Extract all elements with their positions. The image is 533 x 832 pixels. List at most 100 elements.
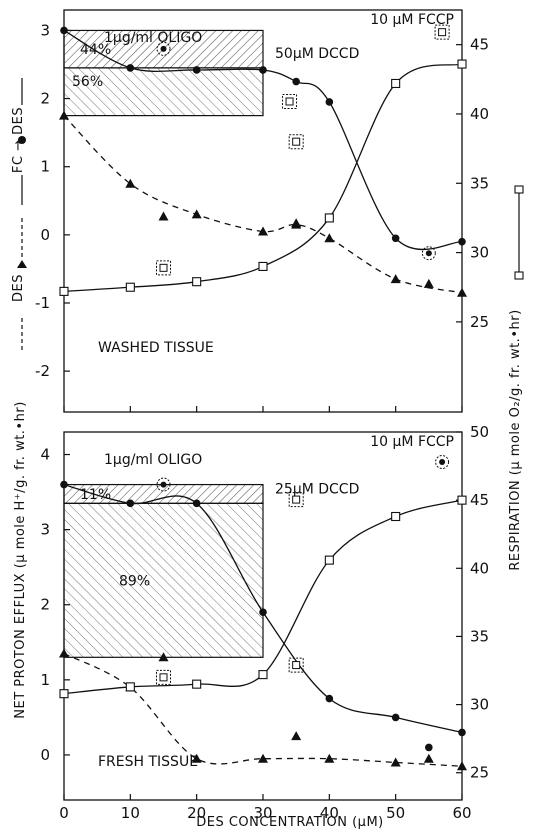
annotation-pct-upper: 11% [80,487,111,503]
treated-point [423,753,434,763]
series-0-point [126,64,135,72]
annotation-fccp: 10 µM FCCP [370,12,454,28]
series-1-point [125,178,136,188]
treated-point [288,492,304,508]
series-2-point [258,261,268,271]
treated-point-frame [156,669,171,685]
treated-point [423,278,434,288]
series-1-point [390,757,401,767]
left-tick-label: -1 [35,294,50,312]
series-1-point [258,226,268,236]
right-tick-label: 30 [470,696,489,714]
x-tick-label: 10 [121,804,140,822]
treated-point-square [292,137,301,146]
treated-point-frame [288,492,304,508]
treated-point-square [292,661,301,670]
treated-point [425,743,433,752]
treated-point-frame [288,134,304,150]
annotation-pct-lower: 56% [72,74,103,90]
treated-point [291,218,302,228]
panel-label: WASHED TISSUE [98,340,214,356]
right-axis-label-respiration: RESPIRATION (µ mole O₂/g. fr. wt.•hr) [508,309,523,570]
x-tick-label: 0 [59,804,69,822]
treated-point-square [285,97,294,106]
left-tick-label: 2 [40,90,50,108]
series-0-point [325,98,334,106]
series-1-point [191,753,202,763]
series-2-point [258,670,268,680]
series-0-point [325,694,334,703]
treated-point [421,246,436,261]
legend-fc-des-key [18,78,26,205]
series-1-point [457,761,467,771]
x-tick-label: 50 [386,804,405,822]
left-axis-label-proton: NET PROTON EFFLUX (µ mole H⁺/g. fr. wt.•… [13,401,28,719]
series-1-point [191,209,202,219]
treated-point [291,731,302,741]
series-1-point [324,233,335,243]
series-2-point [391,511,401,522]
annotation-oligo: 1µg/ml OLIGO [104,30,202,46]
treated-point-dot [160,45,167,52]
treated-point-ring [156,41,171,56]
left-tick-label: 3 [40,521,50,539]
x-axis-label: DES CONCENTRATION (µM) [196,815,383,830]
series-0-point [259,66,267,74]
panel-label: FRESH TISSUE [98,754,198,770]
left-tick-label: 0 [40,746,50,764]
treated-point-square [292,495,301,504]
series-1-point [457,287,467,297]
right-tick-label: 25 [470,764,489,782]
treated-point-dot [439,459,446,466]
x-tick-label: 40 [320,804,339,822]
left-tick-label: 1 [40,671,50,689]
series-0-point [192,66,201,74]
right-tick-label: 40 [470,105,489,123]
series-0-point [458,728,466,737]
left-axis-label-bottom: DES [11,274,26,302]
treated-point [156,260,171,276]
treated-point [435,455,450,470]
treated-point-dot [425,250,432,257]
right-tick-label: 35 [470,627,489,645]
left-tick-label: 0 [40,226,50,244]
series-2-point [192,277,202,287]
series-2-point [59,286,69,296]
treated-point-dot [160,481,167,488]
treated-point [158,652,169,662]
treated-point-square [438,28,447,37]
x-tick-label: 30 [253,804,272,822]
treated-point-ring [421,246,436,261]
right-tick-label: 40 [470,559,489,577]
series-0-point [391,713,400,722]
series-0-point [60,480,68,489]
panel-washed: 3 2 1 0 -1 -2 45 40 35 30 25 1µg/ml OLIGO 50µM DCCD 1… [35,9,489,413]
left-tick-label: 4 [40,446,50,464]
series-1-point [59,110,69,120]
series-0-point [391,234,400,243]
series-1-point [390,274,401,284]
right-tick-label: 45 [470,491,489,509]
series-2-point [59,689,69,699]
series-2-point [125,282,135,292]
treated-point-frame [282,93,298,109]
left-tick-label: 2 [40,596,50,614]
series-1-point [59,648,69,658]
series-0-point [60,26,68,35]
annotation-pct-upper: 44% [80,42,111,58]
left-tick-label: 3 [40,21,50,39]
treated-point-frame [434,24,450,40]
treated-point [288,657,304,673]
hatched-box-lower [63,67,264,117]
series-2-point [192,679,202,689]
treated-point-frame [288,657,304,673]
series-0-point [192,499,201,508]
series-0-point [458,237,466,246]
series-2-point [391,78,401,89]
series-2-point [125,682,135,692]
treated-point [158,211,169,221]
treated-point-frame [156,260,171,276]
legend-respiration-key [514,185,524,280]
annotation-dccd: 25µM DCCD [275,481,359,497]
